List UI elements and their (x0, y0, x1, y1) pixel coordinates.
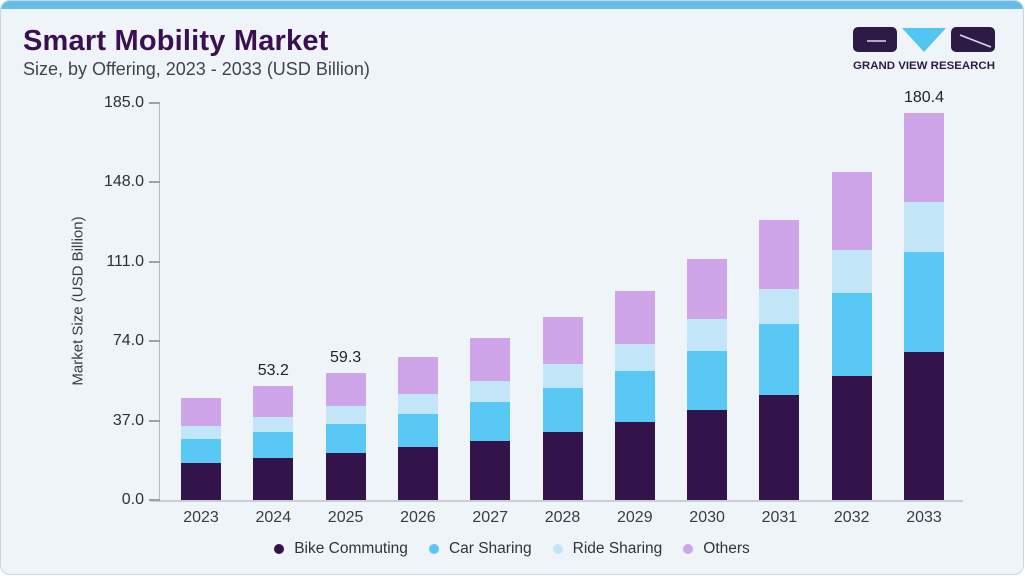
x-axis-label: 2029 (617, 509, 653, 526)
x-axis-label: 2023 (183, 509, 219, 526)
bar-segment-car-sharing (904, 252, 944, 353)
bar-segment-bike-commuting (831, 376, 872, 500)
y-tick (149, 181, 160, 184)
y-tick (149, 499, 160, 501)
bar-segment-ride-sharing (181, 426, 221, 440)
logo-r-line (959, 34, 992, 48)
bar-segment-others (831, 171, 872, 251)
x-axis-label: 2031 (761, 509, 798, 526)
legend-label: Car Sharing (448, 540, 532, 557)
y-tick-label: 37.0 (112, 411, 144, 429)
bar-segment-others (253, 385, 294, 418)
bar-segment-bike-commuting (325, 453, 366, 500)
bar-segment-others (904, 112, 944, 202)
x-axis-label: 2030 (689, 509, 725, 526)
bar-segment-ride-sharing (687, 318, 728, 351)
bar-segment-ride-sharing (325, 406, 366, 425)
logo-left-block (853, 27, 897, 52)
bar-total-label: 59.3 (330, 348, 362, 366)
y-tick (149, 102, 160, 105)
bar-segment-car-sharing (759, 324, 800, 395)
bar-segment-ride-sharing (759, 288, 800, 325)
bar-segment-car-sharing (614, 371, 655, 423)
bar-segment-ride-sharing (397, 394, 438, 414)
y-tick-label: 185.0 (103, 94, 144, 111)
y-axis-title: Market Size (USD Billion) (69, 216, 87, 386)
legend-dot-icon (552, 544, 563, 554)
legend-label: Bike Commuting (294, 540, 408, 557)
legend-item-others: Others (683, 540, 750, 558)
bar-segment-others (325, 372, 366, 407)
x-axis-label: 2026 (400, 509, 436, 526)
x-axis-label: 2032 (833, 509, 870, 526)
bar-segment-others (470, 338, 511, 381)
y-tick-label: 0.0 (121, 491, 144, 508)
legend-dot-icon (428, 544, 439, 554)
bar-segment-ride-sharing (253, 417, 294, 432)
bar-segment-bike-commuting (614, 422, 655, 500)
bar-segment-bike-commuting (397, 446, 438, 500)
legend-item-bike-commuting: Bike Commuting (274, 540, 408, 558)
bar-segment-ride-sharing (614, 343, 655, 372)
bar-segment-car-sharing (687, 350, 728, 410)
legend-item-ride-sharing: Ride Sharing (552, 540, 663, 558)
legend-dot-icon (683, 544, 694, 554)
bar-total-label: 180.4 (903, 88, 945, 106)
bar-segment-ride-sharing (542, 364, 583, 388)
bar-segment-others (614, 290, 655, 344)
bar-segment-car-sharing (470, 402, 511, 441)
bar-segment-others (687, 258, 728, 319)
bar-segment-bike-commuting (181, 463, 221, 500)
bar-segment-bike-commuting (687, 409, 728, 500)
y-tick (149, 260, 160, 263)
y-tick-label: 111.0 (106, 252, 144, 270)
legend-dot-icon (274, 544, 285, 554)
x-axis-label: 2024 (255, 509, 292, 526)
y-tick-label: 148.0 (103, 173, 144, 191)
legend-label: Others (703, 540, 750, 557)
x-axis-label: 2027 (472, 509, 508, 526)
bar-segment-car-sharing (397, 413, 438, 447)
bar-segment-bike-commuting (542, 432, 583, 500)
bar-segment-ride-sharing (904, 201, 944, 253)
plot-area: 0.0 37.0 74.0 111.0 148.0 185.0 2023 53.2 2024 59… (104, 89, 963, 526)
page-title: Smart Mobility Market (23, 25, 329, 57)
bar-segment-car-sharing (325, 424, 366, 454)
bar-segment-others (397, 356, 438, 394)
bar-segment-car-sharing (542, 388, 583, 433)
legend-item-car-sharing: Car Sharing (428, 540, 532, 558)
bar-segment-others (542, 316, 583, 365)
bar-segment-bike-commuting (253, 458, 294, 500)
y-tick (149, 340, 160, 343)
x-axis-line (150, 500, 963, 502)
x-axis-label: 2028 (544, 509, 581, 526)
bar-segment-ride-sharing (470, 380, 511, 403)
page-subtitle: Size, by Offering, 2023 - 2033 (USD Bill… (23, 59, 370, 79)
bar-segment-car-sharing (831, 292, 872, 377)
x-axis-label: 2025 (327, 509, 364, 526)
bar-segment-bike-commuting (904, 352, 944, 500)
bar-segment-others (181, 398, 221, 427)
bar-total-label: 53.2 (257, 361, 289, 379)
y-tick (149, 419, 160, 422)
grand-view-research-logo: GRAND VIEW RESEARCH (853, 27, 995, 72)
bar-segment-ride-sharing (831, 250, 872, 293)
bar-segment-others (759, 219, 800, 289)
bar-segment-bike-commuting (759, 394, 800, 500)
legend-label: Ride Sharing (572, 540, 663, 557)
logo-text: GRAND VIEW RESEARCH (853, 60, 995, 72)
logo-triangle-icon (902, 28, 946, 52)
bar-segment-car-sharing (181, 439, 221, 464)
bar-segment-car-sharing (253, 431, 294, 459)
bar-segment-bike-commuting (470, 440, 511, 500)
x-axis-label: 2033 (906, 509, 942, 526)
top-accent-strip (1, 1, 1023, 9)
y-tick-label: 74.0 (112, 332, 144, 350)
legend: Bike Commuting Car Sharing Ride Sharing Oth… (1, 540, 1023, 558)
